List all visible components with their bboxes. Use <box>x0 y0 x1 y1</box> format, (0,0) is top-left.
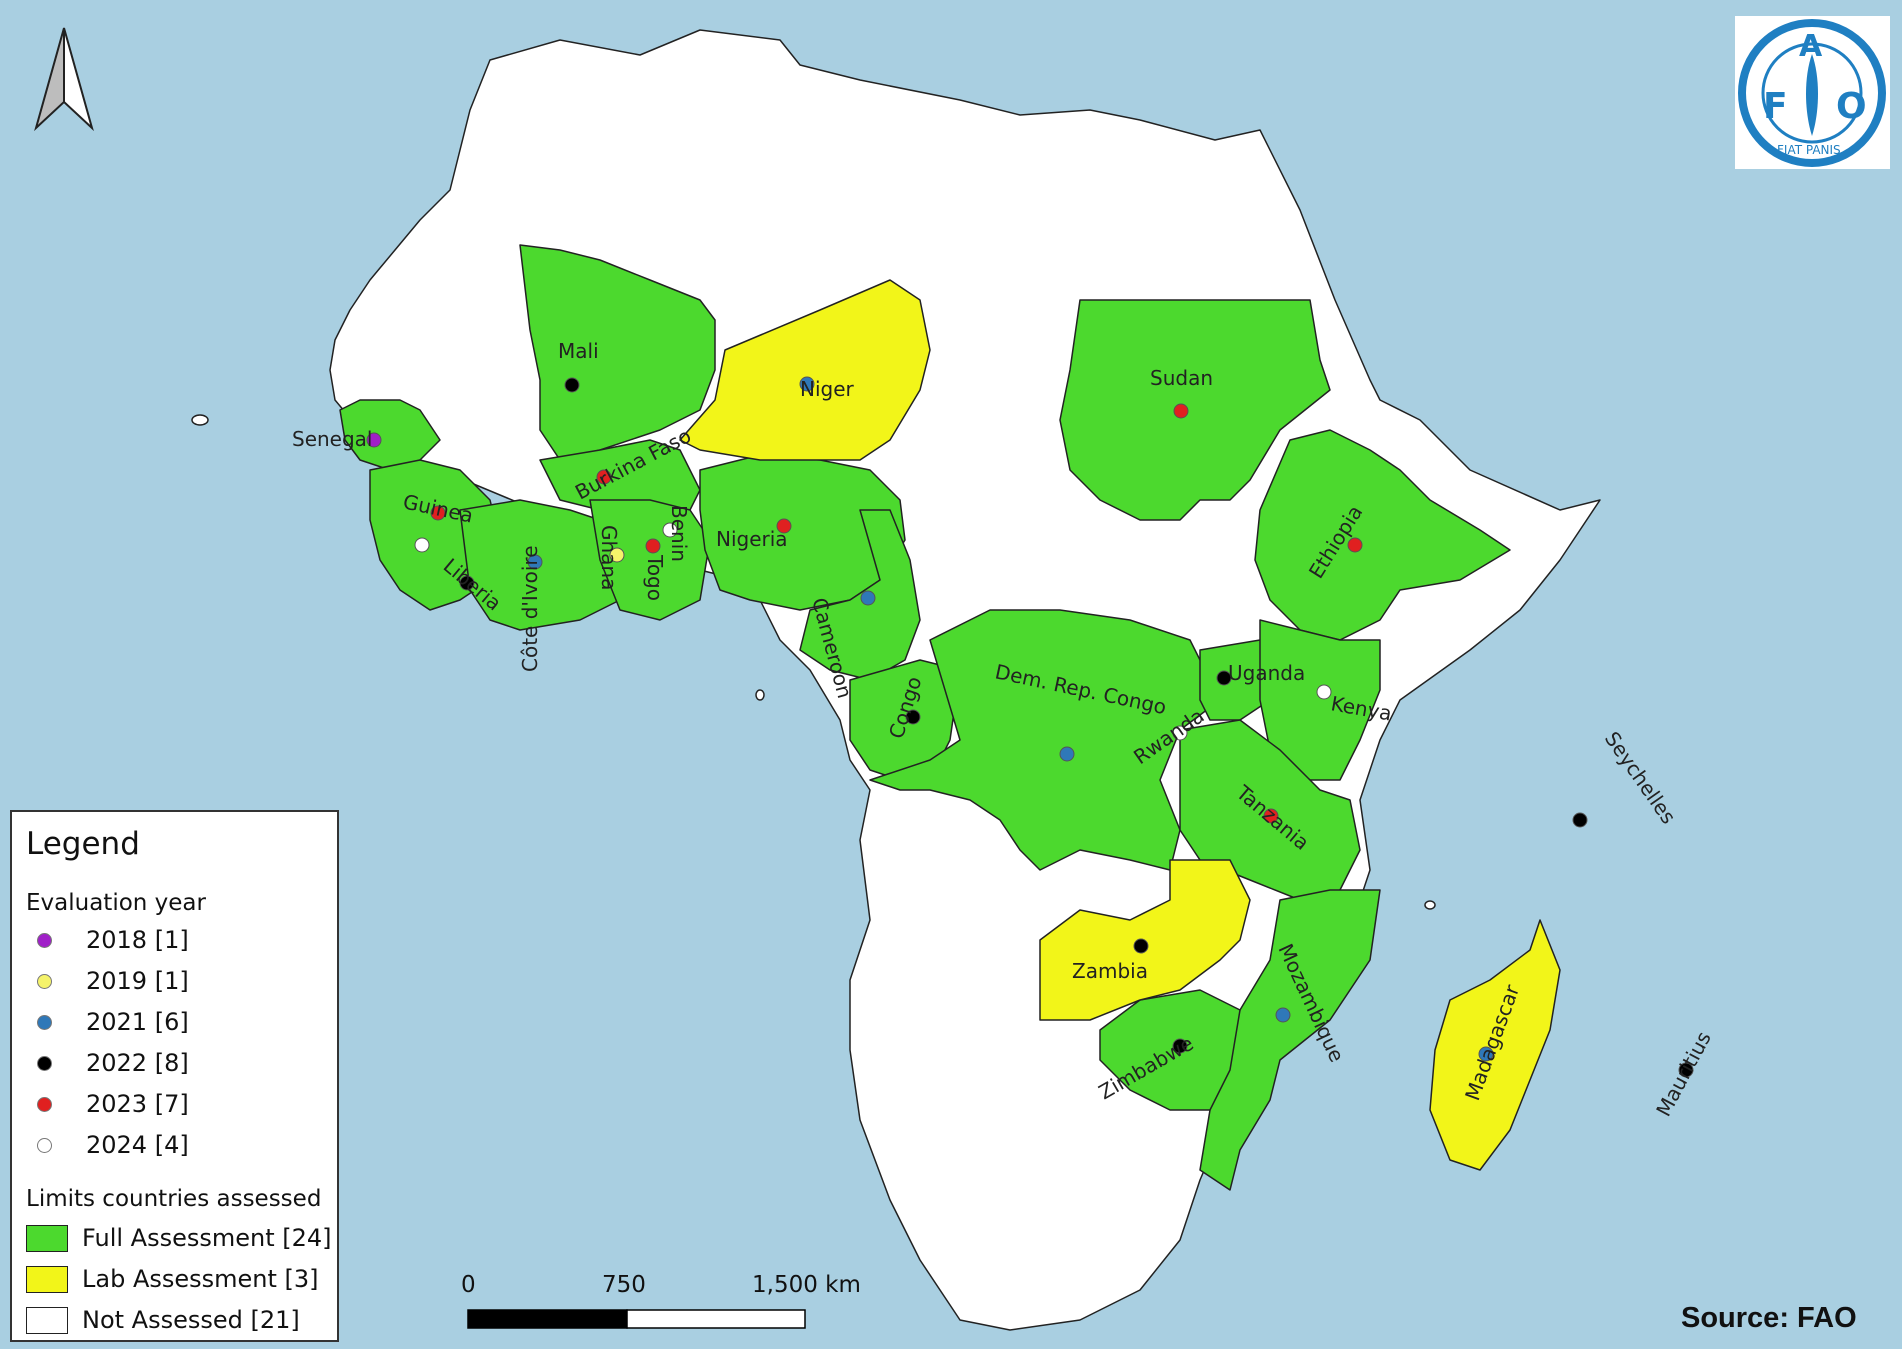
scale-label-1500: 1,500 km <box>752 1272 861 1298</box>
point-kenya <box>1316 684 1332 700</box>
legend-label-2023: 2023 [7] <box>86 1090 189 1118</box>
point-liberia <box>459 575 475 591</box>
country-ethiopia <box>1254 429 1511 641</box>
point-zambia <box>1133 938 1149 954</box>
legend-row-full: Full Assessment [24] <box>26 1220 332 1256</box>
legend-row-lab: Lab Assessment [3] <box>26 1261 319 1297</box>
point-congo <box>905 709 921 725</box>
label-sudan: Sudan <box>1150 366 1213 390</box>
logo-letter-o: O <box>1836 86 1867 127</box>
north-arrow-icon <box>34 27 94 132</box>
legend-row-2021: 2021 [6] <box>26 1004 189 1040</box>
legend-limits-title: Limits countries assessed <box>26 1186 322 1212</box>
legend-label-2019: 2019 [1] <box>86 967 189 995</box>
country-burkina <box>539 439 701 521</box>
label-ghana: Ghana <box>597 525 621 590</box>
point-zimbabwe <box>1172 1038 1188 1054</box>
legend-row-2024: 2024 [4] <box>26 1127 189 1163</box>
logo-letter-f: F <box>1763 86 1788 127</box>
point-ghana <box>609 547 625 563</box>
point-cote-divoire <box>527 554 543 570</box>
island-sao-tome <box>755 689 765 701</box>
country-madagascar <box>1429 919 1561 1171</box>
legend-swatch-lab <box>26 1265 68 1293</box>
label-togo: Togo <box>643 554 667 601</box>
point-benin <box>662 522 678 538</box>
legend-label-2018: 2018 [1] <box>86 926 189 954</box>
legend-swatch-none <box>26 1306 68 1334</box>
point-ethiopia <box>1347 537 1363 553</box>
country-kenya <box>1259 619 1381 781</box>
label-zambia: Zambia <box>1072 959 1148 983</box>
point-drc <box>1059 746 1075 762</box>
legend-dot-2023 <box>37 1096 52 1112</box>
point-mali <box>564 377 580 393</box>
evaluation-points <box>366 376 1694 1078</box>
legend-label-2022: 2022 [8] <box>86 1049 189 1077</box>
point-togo <box>645 538 661 554</box>
scale-bar: 0 750 1,500 km <box>461 1272 861 1329</box>
legend-label-none: Not Assessed [21] <box>82 1306 300 1334</box>
legend-dot-2019 <box>37 973 52 989</box>
point-guinea <box>430 505 446 521</box>
point-cameroon <box>860 590 876 606</box>
country-zimbabwe <box>1099 989 1241 1111</box>
legend-row-2023: 2023 [7] <box>26 1086 189 1122</box>
legend-row-2018: 2018 [1] <box>26 922 189 958</box>
logo-motto: FIAT PANIS <box>1777 143 1841 157</box>
legend-swatch-full <box>26 1224 68 1252</box>
label-nigeria: Nigeria <box>716 527 788 551</box>
legend-label-2021: 2021 [6] <box>86 1008 189 1036</box>
logo-letter-a: A <box>1799 29 1823 64</box>
point-niger <box>799 376 815 392</box>
point-mozambique <box>1275 1007 1291 1023</box>
point-burkina <box>596 469 612 485</box>
country-ghana-togo <box>589 499 711 621</box>
point-nigeria <box>776 518 792 534</box>
label-cote-divoire: Côte d'Ivoire <box>518 545 542 672</box>
label-seychelles: Seychelles <box>1600 727 1681 828</box>
point-tanzania <box>1263 808 1279 824</box>
legend-label-full: Full Assessment [24] <box>82 1224 332 1252</box>
label-niger: Niger <box>800 377 855 401</box>
legend-label-2024: 2024 [4] <box>86 1131 189 1159</box>
point-seychelles <box>1572 812 1588 828</box>
point-rwanda <box>1172 725 1188 741</box>
point-sierra-leone <box>414 537 430 553</box>
legend-dot-2021 <box>37 1014 52 1030</box>
legend-label-lab: Lab Assessment [3] <box>82 1265 319 1293</box>
country-senegal-west <box>339 399 441 471</box>
legend-dot-2018 <box>37 932 52 948</box>
label-benin: Benin <box>667 505 691 562</box>
country-niger <box>679 279 931 461</box>
country-cameroon <box>799 509 921 681</box>
scale-label-750: 750 <box>602 1272 646 1298</box>
legend-row-2019: 2019 [1] <box>26 963 189 999</box>
island-comoros <box>1424 900 1436 910</box>
fao-logo: F A O FIAT PANIS <box>1735 16 1890 169</box>
legend-dot-2024 <box>37 1137 52 1153</box>
country-drc <box>869 609 1221 871</box>
legend-dot-2022 <box>37 1055 52 1071</box>
legend-title: Legend <box>26 826 140 862</box>
label-mali: Mali <box>558 339 599 363</box>
point-sudan <box>1173 403 1189 419</box>
source-label: Source: FAO <box>1681 1302 1857 1334</box>
island-cape-verde <box>191 414 209 426</box>
point-mauritius <box>1678 1062 1694 1078</box>
point-uganda <box>1216 670 1232 686</box>
label-mauritius: Mauritius <box>1651 1027 1716 1120</box>
country-sudan <box>1059 299 1331 521</box>
legend: Legend Evaluation year 2018 [1] 2019 [1]… <box>10 810 339 1342</box>
point-senegal <box>366 432 382 448</box>
point-madagascar <box>1478 1046 1494 1062</box>
country-mali <box>519 244 716 461</box>
label-senegal: Senegal <box>292 427 373 451</box>
scale-label-0: 0 <box>461 1272 476 1298</box>
legend-row-none: Not Assessed [21] <box>26 1302 300 1338</box>
label-uganda: Uganda <box>1228 661 1305 685</box>
legend-row-2022: 2022 [8] <box>26 1045 189 1081</box>
legend-years-title: Evaluation year <box>26 890 206 916</box>
